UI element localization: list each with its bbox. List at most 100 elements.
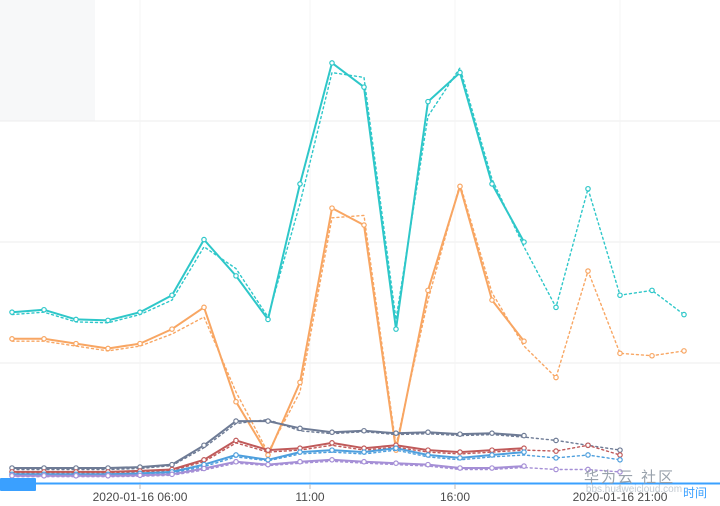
series-red_solid-marker [265, 447, 271, 453]
series-teal_solid-marker [297, 181, 303, 187]
series-orange_solid-marker [265, 452, 271, 458]
series-orange_solid-marker [489, 297, 495, 303]
series-blue_solid-marker [393, 445, 399, 451]
series-teal_dotted-marker [617, 292, 623, 299]
series-blue_solid-marker [297, 449, 303, 455]
series-teal_solid-marker [137, 309, 143, 315]
x-axis-name: 时间 [683, 486, 708, 500]
series-blue_dotted-marker [553, 455, 559, 461]
series-slate_solid-marker [265, 418, 271, 424]
series-red_solid-marker [233, 437, 239, 444]
series-layer [9, 60, 687, 479]
series-red_dotted-marker [617, 452, 623, 458]
series-orange_solid-marker [201, 304, 207, 311]
series-red_solid-marker [201, 456, 207, 463]
datazoom-handle[interactable] [0, 478, 36, 491]
series-orange_solid-marker [521, 338, 527, 345]
series-purple_solid-marker [361, 458, 367, 465]
series-teal_solid-marker [41, 306, 47, 313]
series-slate_solid-marker [425, 429, 431, 436]
series-orange_dotted-marker [617, 350, 623, 357]
series-slate_dotted-marker [553, 437, 559, 444]
series-teal_dotted-marker [649, 287, 655, 294]
series-purple_solid-marker [233, 458, 239, 465]
series-orange_dotted-marker [553, 374, 559, 381]
series-teal_solid-marker [393, 326, 399, 332]
series-purple_solid-marker [297, 458, 303, 465]
series-teal_dotted-marker [553, 304, 559, 311]
series-teal_solid-marker [233, 273, 239, 279]
series-purple_solid-marker [265, 461, 271, 468]
series-red_dotted-marker [553, 448, 559, 454]
series-teal_solid-marker [265, 316, 271, 323]
series-orange_solid-marker [137, 340, 143, 347]
series-purple_solid-marker [521, 463, 527, 469]
series-red_solid-marker [329, 440, 335, 446]
series-slate_solid-marker [297, 425, 303, 432]
series-teal_dotted-marker [585, 185, 591, 192]
series-orange_solid-marker [9, 335, 15, 342]
series-blue_solid-marker [457, 455, 463, 461]
series-purple_dotted-marker [553, 466, 559, 473]
series-slate_solid-marker [521, 432, 527, 439]
series-blue_solid-marker [489, 452, 495, 458]
series-orange_solid-marker [73, 340, 79, 347]
series-purple_solid-marker [393, 460, 399, 466]
series-teal_solid-marker [521, 239, 527, 245]
series-purple_solid-marker [73, 472, 79, 479]
series-teal_solid-marker [201, 236, 207, 243]
series-red_dotted-marker [585, 442, 591, 449]
series-purple_solid-marker [9, 472, 15, 479]
series-teal_solid-marker [329, 60, 335, 66]
series-teal_solid-marker [425, 98, 431, 105]
series-purple_solid-marker [137, 472, 143, 479]
series-orange_solid-marker [297, 379, 303, 386]
grid-split-area [0, 0, 95, 121]
series-red_solid-marker [489, 447, 495, 453]
series-orange_solid-marker [169, 326, 175, 332]
series-slate_dotted-line [11, 418, 621, 471]
series-purple_solid-marker [425, 461, 431, 468]
series-slate_solid-marker [169, 461, 175, 468]
series-purple_solid-marker [457, 465, 463, 471]
series-purple_solid-marker [105, 472, 111, 479]
series-orange_dotted-marker [681, 348, 687, 354]
x-tick-label: 11:00 [295, 490, 325, 504]
series-orange_solid-marker [361, 222, 367, 228]
series-teal_solid-marker [361, 84, 367, 90]
series-purple_solid-marker [169, 471, 175, 478]
series-teal_solid-marker [169, 292, 175, 299]
series-slate_dotted-marker [617, 447, 623, 453]
series-slate_solid-marker [233, 418, 239, 424]
series-blue_solid-marker [425, 452, 431, 458]
series-orange_solid-marker [105, 345, 111, 352]
series-purple_solid-marker [489, 465, 495, 471]
x-tick-label: 2020-01-16 06:00 [92, 490, 188, 504]
series-blue_solid-marker [265, 456, 271, 463]
series-orange_solid-marker [233, 398, 239, 405]
series-teal_solid-marker [489, 181, 495, 187]
x-tick-label: 16:00 [439, 490, 471, 504]
series-slate_solid-marker [201, 442, 207, 449]
series-orange_solid-marker [425, 287, 431, 294]
series-teal_dotted-marker [681, 311, 687, 318]
series-red_solid-marker [457, 449, 463, 455]
series-orange_dotted-marker [585, 268, 591, 274]
series-orange_solid-marker [41, 335, 47, 342]
series-slate_solid-marker [361, 427, 367, 434]
series-slate_solid-marker [457, 431, 463, 437]
series-teal_solid-marker [9, 309, 15, 315]
series-purple_solid-marker [201, 465, 207, 472]
series-orange_solid-marker [457, 183, 463, 190]
series-purple_solid-marker [41, 472, 47, 479]
series-blue_dotted-marker [585, 452, 591, 458]
series-slate_solid-marker [393, 430, 399, 436]
series-teal_solid-marker [73, 316, 79, 323]
series-slate_solid-marker [489, 430, 495, 436]
series-blue_solid-marker [521, 449, 527, 455]
series-purple_dotted-marker [585, 466, 591, 473]
series-teal_solid-marker [457, 69, 463, 76]
series-teal_solid-marker [105, 317, 111, 324]
